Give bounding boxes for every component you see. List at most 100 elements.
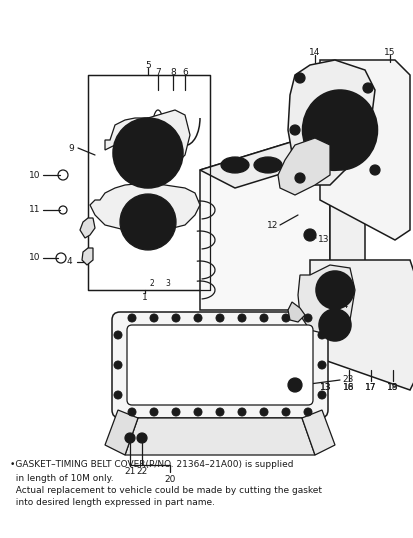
Circle shape	[303, 408, 311, 416]
Polygon shape	[82, 248, 93, 265]
Circle shape	[281, 314, 289, 322]
Circle shape	[289, 125, 299, 135]
Circle shape	[287, 378, 301, 392]
Circle shape	[150, 408, 158, 416]
Text: 16: 16	[342, 384, 354, 393]
Text: 4: 4	[66, 258, 72, 266]
Text: 22: 22	[136, 468, 147, 477]
Ellipse shape	[319, 157, 347, 173]
Circle shape	[294, 73, 304, 83]
Circle shape	[125, 433, 135, 443]
Circle shape	[138, 143, 158, 163]
Polygon shape	[199, 130, 364, 188]
Polygon shape	[297, 265, 354, 335]
Text: 19: 19	[386, 384, 398, 393]
Circle shape	[128, 314, 136, 322]
Polygon shape	[105, 410, 138, 455]
Text: 10: 10	[28, 253, 40, 263]
Circle shape	[114, 361, 122, 369]
Circle shape	[137, 433, 147, 443]
Text: 14: 14	[309, 47, 320, 56]
Text: 23: 23	[341, 376, 353, 385]
Text: 15: 15	[383, 47, 395, 56]
Text: 12: 12	[266, 221, 277, 230]
Circle shape	[294, 173, 304, 183]
Circle shape	[303, 314, 311, 322]
Circle shape	[281, 408, 289, 416]
Ellipse shape	[315, 271, 353, 309]
Circle shape	[259, 314, 267, 322]
Polygon shape	[319, 60, 409, 240]
Circle shape	[259, 408, 267, 416]
Text: into desired length expressed in part name.: into desired length expressed in part na…	[10, 498, 214, 507]
Ellipse shape	[318, 309, 350, 341]
Text: 3: 3	[165, 280, 170, 288]
Ellipse shape	[320, 276, 348, 304]
Polygon shape	[199, 130, 329, 310]
Text: 17: 17	[364, 384, 376, 393]
Text: in length of 10M only.: in length of 10M only.	[10, 474, 113, 483]
Polygon shape	[309, 260, 413, 390]
Polygon shape	[329, 130, 364, 310]
Ellipse shape	[286, 157, 314, 173]
Circle shape	[317, 391, 325, 399]
Ellipse shape	[322, 313, 346, 337]
Circle shape	[317, 361, 325, 369]
Text: 21: 21	[124, 468, 135, 477]
Ellipse shape	[254, 157, 281, 173]
Polygon shape	[147, 110, 190, 165]
Text: 9: 9	[68, 144, 74, 152]
Circle shape	[362, 83, 372, 93]
Text: Actual replacement to vehicle could be made by cutting the gasket: Actual replacement to vehicle could be m…	[10, 486, 321, 495]
Circle shape	[194, 408, 202, 416]
Polygon shape	[88, 75, 209, 290]
Text: 7: 7	[155, 67, 161, 76]
Text: 13: 13	[320, 384, 331, 393]
Text: 10: 10	[28, 171, 40, 180]
Polygon shape	[125, 418, 314, 455]
FancyBboxPatch shape	[127, 325, 312, 405]
Circle shape	[126, 131, 170, 175]
Text: 11: 11	[28, 206, 40, 215]
Text: 20: 20	[164, 476, 175, 485]
Circle shape	[303, 229, 315, 241]
Circle shape	[114, 331, 122, 339]
Circle shape	[120, 194, 176, 250]
Polygon shape	[287, 60, 374, 185]
Text: 13: 13	[320, 384, 331, 393]
Circle shape	[171, 408, 180, 416]
Text: 8: 8	[170, 67, 176, 76]
FancyBboxPatch shape	[112, 312, 327, 418]
Ellipse shape	[302, 90, 377, 170]
Polygon shape	[80, 218, 95, 238]
Circle shape	[237, 408, 245, 416]
Polygon shape	[90, 183, 199, 233]
Circle shape	[216, 314, 223, 322]
Ellipse shape	[323, 159, 343, 171]
Ellipse shape	[312, 100, 367, 160]
Circle shape	[150, 314, 158, 322]
Text: 13: 13	[317, 236, 329, 244]
Text: 24: 24	[336, 301, 347, 309]
Circle shape	[369, 165, 379, 175]
Text: 18: 18	[386, 384, 398, 393]
Text: 6: 6	[182, 67, 188, 76]
Circle shape	[114, 391, 122, 399]
Text: •GASKET–TIMING BELT COVER(P/NO. 21364–21A00) is supplied: •GASKET–TIMING BELT COVER(P/NO. 21364–21…	[10, 460, 293, 469]
Circle shape	[171, 314, 180, 322]
Text: 2: 2	[149, 280, 154, 288]
Ellipse shape	[290, 159, 310, 171]
Polygon shape	[287, 302, 304, 322]
Polygon shape	[105, 118, 147, 150]
Ellipse shape	[257, 159, 277, 171]
Text: 17: 17	[364, 384, 376, 393]
Circle shape	[128, 408, 136, 416]
Circle shape	[113, 118, 183, 188]
Circle shape	[130, 204, 166, 240]
Polygon shape	[277, 138, 329, 195]
Text: 1: 1	[142, 294, 147, 302]
Text: 5: 5	[145, 60, 150, 69]
Ellipse shape	[221, 157, 248, 173]
Circle shape	[237, 314, 245, 322]
Circle shape	[317, 331, 325, 339]
